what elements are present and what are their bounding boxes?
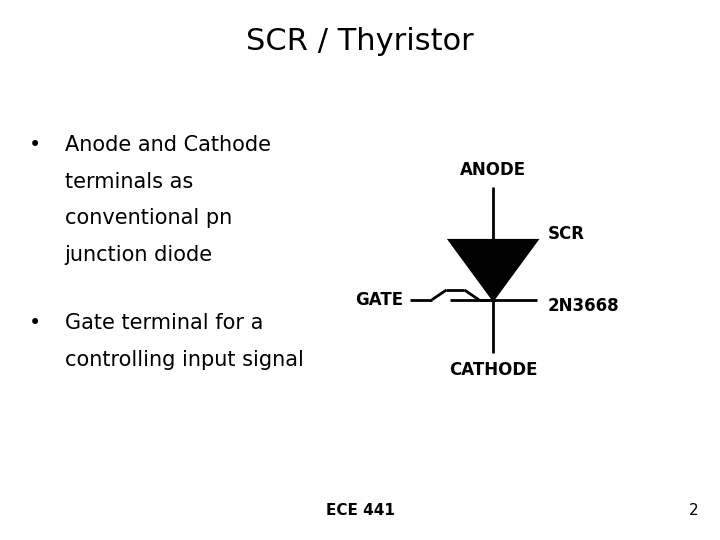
Text: 2: 2 [689,503,698,518]
Text: controlling input signal: controlling input signal [65,350,304,370]
Text: Gate terminal for a: Gate terminal for a [65,313,264,333]
Text: terminals as: terminals as [65,172,193,192]
Text: CATHODE: CATHODE [449,361,537,379]
Polygon shape [449,240,537,300]
Text: GATE: GATE [355,291,403,309]
Text: •: • [29,313,41,333]
Text: conventional pn: conventional pn [65,208,232,228]
Text: junction diode: junction diode [65,245,213,265]
Text: ECE 441: ECE 441 [325,503,395,518]
Text: •: • [29,135,41,155]
Text: 2N3668: 2N3668 [548,297,619,315]
Text: Anode and Cathode: Anode and Cathode [65,135,271,155]
Text: SCR / Thyristor: SCR / Thyristor [246,27,474,56]
Text: SCR: SCR [548,225,585,243]
Text: ANODE: ANODE [460,161,526,179]
